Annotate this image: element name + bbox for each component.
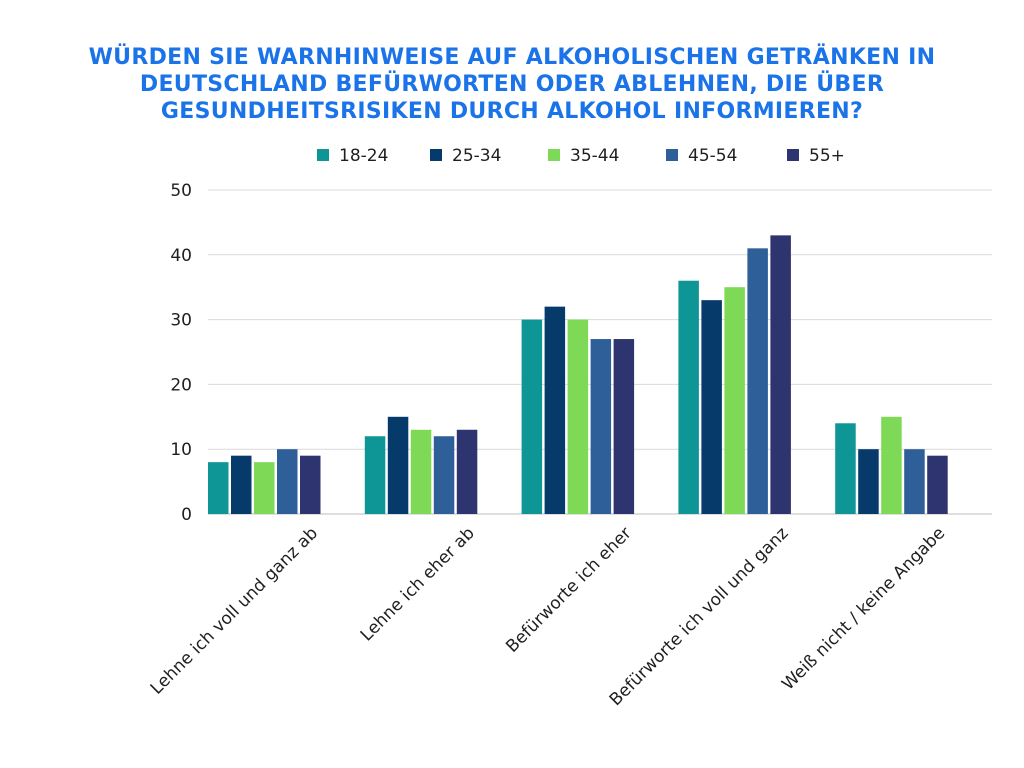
y-tick-label: 30 bbox=[170, 311, 192, 331]
y-tick-label: 0 bbox=[181, 505, 192, 525]
bars bbox=[208, 235, 948, 515]
bar-45-54-1 bbox=[277, 449, 298, 514]
bar-55+-3 bbox=[613, 339, 635, 514]
bar-18-24-3 bbox=[521, 319, 543, 514]
bar-35-44-1 bbox=[254, 462, 275, 514]
bar-55+-4 bbox=[770, 235, 791, 515]
bar-45-54-5 bbox=[904, 449, 925, 514]
y-tick-label: 10 bbox=[170, 440, 192, 460]
legend-label: 35-44 bbox=[570, 146, 619, 166]
bar-18-24-5 bbox=[835, 423, 856, 514]
x-category-label: Befürworte ich eher bbox=[502, 523, 635, 656]
bar-55+-5 bbox=[927, 455, 948, 514]
bar-18-24-2 bbox=[364, 436, 386, 514]
legend-label: 45-54 bbox=[688, 146, 737, 166]
bar-35-44-3 bbox=[567, 319, 589, 514]
bar-18-24-1 bbox=[208, 462, 229, 514]
bar-25-34-2 bbox=[387, 416, 409, 514]
legend-swatch bbox=[666, 149, 678, 161]
bar-45-54-2 bbox=[433, 436, 455, 514]
legend-label: 25-34 bbox=[452, 146, 501, 166]
bar-35-44-5 bbox=[881, 416, 902, 514]
bar-45-54-4 bbox=[747, 248, 768, 514]
y-tick-label: 50 bbox=[170, 181, 192, 201]
bar-55+-1 bbox=[300, 455, 321, 514]
bar-18-24-4 bbox=[678, 280, 699, 514]
legend-swatch bbox=[548, 149, 560, 161]
y-tick-label: 40 bbox=[170, 246, 192, 266]
x-category-label: Lehne ich voll und ganz ab bbox=[147, 523, 322, 698]
x-category-label: Weiß nicht / keine Angabe bbox=[778, 523, 949, 694]
legend-label: 18-24 bbox=[339, 146, 388, 166]
bar-25-34-4 bbox=[701, 300, 722, 514]
bar-55+-2 bbox=[456, 429, 478, 514]
bar-35-44-2 bbox=[410, 429, 432, 514]
bar-45-54-3 bbox=[590, 339, 612, 514]
x-category-label: Lehne ich eher ab bbox=[357, 523, 479, 645]
y-tick-label: 20 bbox=[170, 375, 192, 395]
y-axis-ticks: 0 10 20 30 40 50 bbox=[170, 181, 192, 525]
bar-25-34-5 bbox=[858, 449, 879, 514]
legend: 18-24 25-34 35-44 45-54 55+ bbox=[317, 146, 845, 166]
x-category-label: Befürworte ich voll und ganz bbox=[606, 523, 793, 710]
chart-title: Würden Sie Warnhinweise auf alkoholische… bbox=[88, 45, 936, 124]
legend-swatch bbox=[317, 149, 329, 161]
bar-25-34-1 bbox=[231, 455, 252, 514]
bar-25-34-3 bbox=[544, 306, 566, 514]
x-axis-category-labels: Lehne ich voll und ganz ab Lehne ich eher… bbox=[147, 523, 949, 710]
legend-swatch bbox=[430, 149, 442, 161]
legend-label: 55+ bbox=[809, 146, 845, 166]
bar-35-44-4 bbox=[724, 287, 745, 514]
legend-swatch bbox=[787, 149, 799, 161]
